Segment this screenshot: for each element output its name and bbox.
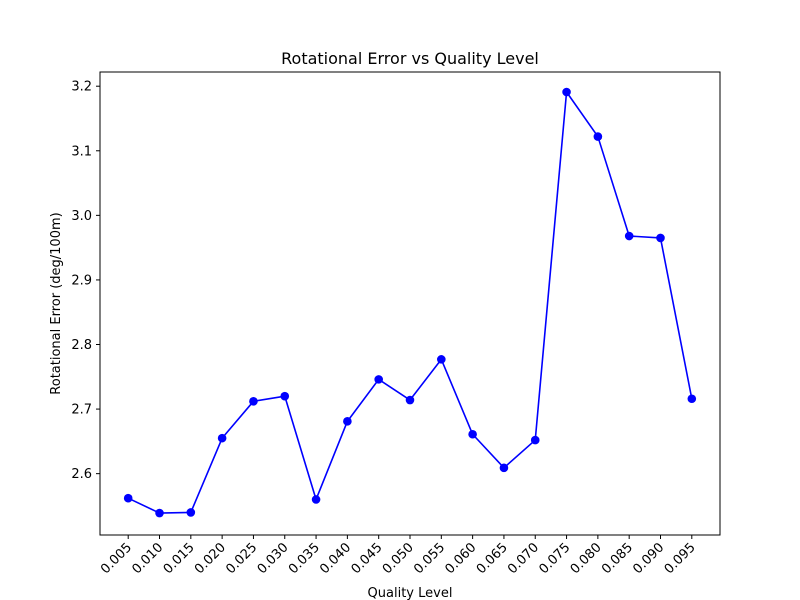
data-point <box>624 231 634 241</box>
y-tick-label: 2.6 <box>71 467 92 482</box>
x-tick-label: 0.005 <box>98 540 135 577</box>
x-tick-label: 0.030 <box>255 540 292 577</box>
y-tick-label: 3.0 <box>71 209 92 224</box>
y-tick-label: 2.8 <box>71 338 92 353</box>
x-tick-label: 0.070 <box>505 540 542 577</box>
x-tick-label: 0.080 <box>568 540 605 577</box>
chart-title: Rotational Error vs Quality Level <box>281 49 539 68</box>
series-line <box>127 91 693 514</box>
x-tick-label: 0.095 <box>662 540 699 577</box>
x-tick-label: 0.010 <box>129 540 166 577</box>
x-tick-label: 0.055 <box>411 540 448 577</box>
y-tick-label: 2.7 <box>71 403 92 418</box>
x-tick-label: 0.015 <box>161 540 198 577</box>
x-tick-label: 0.020 <box>192 540 229 577</box>
plot-frame <box>99 71 721 536</box>
y-axis-label: Rotational Error (deg/100m) <box>49 212 64 394</box>
data-point <box>499 463 509 473</box>
data-point <box>374 375 383 384</box>
x-tick-label: 0.090 <box>630 540 667 577</box>
y-tick-label: 3.1 <box>71 144 92 159</box>
data-point <box>468 429 477 439</box>
data-point <box>123 493 133 503</box>
x-tick-label: 0.065 <box>474 540 511 577</box>
x-tick-label: 0.085 <box>599 540 636 577</box>
x-axis: 0.0050.0100.0150.0200.0250.0300.0350.040… <box>98 535 699 577</box>
x-tick-label: 0.060 <box>443 540 480 577</box>
data-point <box>249 397 258 406</box>
data-point <box>280 391 290 401</box>
data-point <box>311 495 321 504</box>
x-tick-label: 0.035 <box>286 540 323 577</box>
x-tick-label: 0.025 <box>223 540 260 577</box>
data-point <box>186 508 196 517</box>
data-point <box>405 395 415 405</box>
data-point <box>656 233 665 243</box>
data-point <box>437 355 446 364</box>
x-tick-label: 0.050 <box>380 540 417 577</box>
x-tick-label: 0.075 <box>536 540 573 577</box>
data-point <box>687 394 697 404</box>
data-point <box>155 508 164 518</box>
data-point <box>530 435 540 445</box>
y-axis: 2.6 2.7 2.8 2.9 3.0 3.1 3.2 <box>71 80 100 482</box>
y-tick-label: 2.9 <box>71 273 92 288</box>
x-tick-label: 0.040 <box>317 540 354 577</box>
data-point <box>593 132 603 141</box>
y-tick-label: 3.2 <box>71 80 92 95</box>
x-tick-label: 0.045 <box>349 540 386 577</box>
data-point <box>562 87 571 97</box>
data-point <box>343 417 352 426</box>
data-point <box>217 433 227 443</box>
x-axis-label: Quality Level <box>368 586 453 600</box>
plot-area <box>123 87 697 518</box>
